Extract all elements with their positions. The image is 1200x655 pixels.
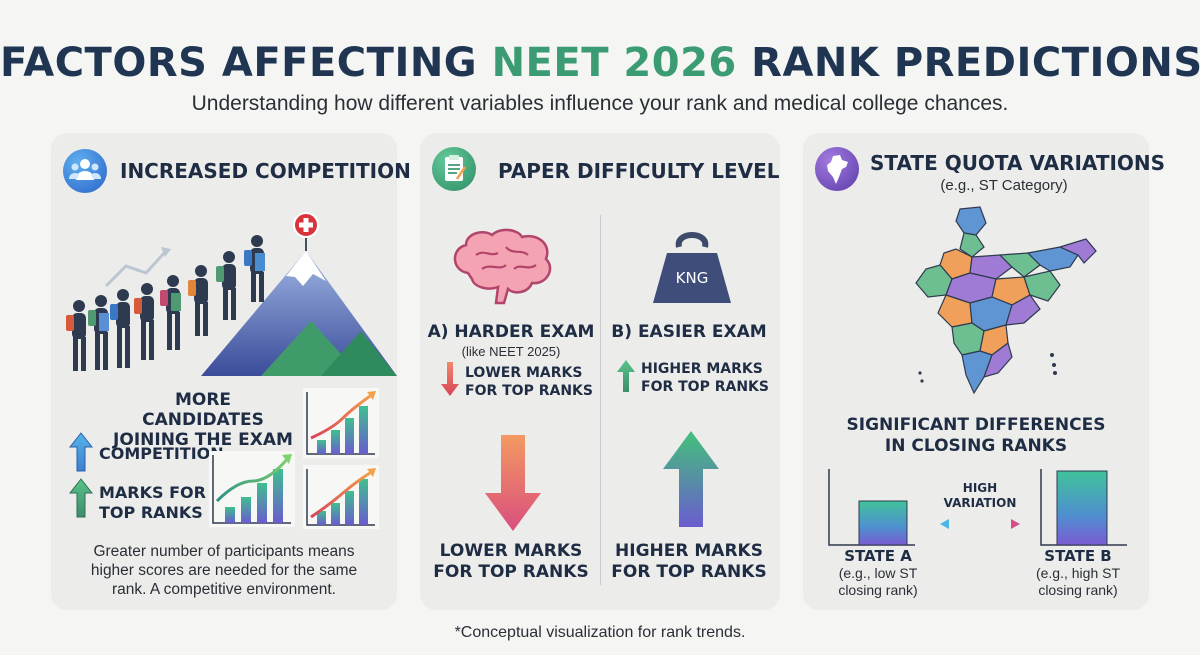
arrow-up-icon — [68, 478, 94, 518]
mountain-climbers-illustration — [66, 212, 397, 376]
heading-line: IN CLOSING RANKS — [884, 436, 1068, 456]
card-state-quota: STATE QUOTA VARIATIONS (e.g., ST Categor… — [803, 133, 1165, 610]
card-increased-competition: INCREASED COMPETITION — [51, 133, 411, 610]
india-states-map — [915, 206, 1097, 395]
state-a-bar — [828, 469, 915, 546]
note-line: closing rank) — [838, 582, 918, 598]
label-line: FOR TOP RANKS — [611, 562, 767, 582]
label-line: VARIATION — [943, 496, 1017, 510]
state-heading: SIGNIFICANT DIFFERENCES IN CLOSING RANKS — [823, 415, 1129, 457]
trend-chart-icon — [303, 388, 379, 458]
label-line: FOR TOP RANKS — [641, 379, 769, 395]
label-line: FOR TOP RANKS — [465, 383, 593, 399]
competition-heading: MORE CANDIDATES JOINING THE EXAM — [113, 390, 293, 450]
card-paper-difficulty: PAPER DIFFICULTY LEVEL KNG A) HARDER EXA… — [420, 133, 780, 610]
weight-label: KNG — [675, 269, 709, 287]
trend-chart-icon — [209, 451, 295, 527]
marks-up-label: MARKS FOR TOP RANKS — [99, 483, 206, 523]
clipboard-icon — [432, 147, 476, 191]
card-title-note: (e.g., ST Category) — [940, 177, 1068, 194]
kettlebell-weight-icon — [653, 232, 731, 303]
heading-line: SIGNIFICANT DIFFERENCES — [846, 415, 1106, 435]
bottom-lower-marks: LOWER MARKS FOR TOP RANKS — [424, 541, 598, 583]
label-line: MARKS FOR — [99, 483, 206, 502]
high-variation-label: HIGH VARIATION — [931, 481, 1029, 511]
note-line: (e.g., low ST — [838, 565, 918, 581]
india-map-icon — [815, 147, 859, 191]
arrow-up-icon — [617, 360, 635, 392]
easier-higher-marks: HIGHER MARKS FOR TOP RANKS — [641, 360, 769, 396]
divider — [600, 215, 601, 585]
state-b-note: (e.g., high ST closing rank) — [1013, 565, 1143, 599]
people-group-icon — [63, 149, 107, 193]
large-up-arrow-icon — [663, 431, 719, 527]
desc-line: higher scores are needed for the same — [90, 562, 358, 579]
state-b-label: STATE B — [1044, 547, 1112, 565]
arrow-up-icon — [68, 432, 94, 472]
heading-line: JOINING THE EXAM — [113, 430, 293, 450]
harder-lower-marks: LOWER MARKS FOR TOP RANKS — [465, 364, 593, 400]
bottom-higher-marks: HIGHER MARKS FOR TOP RANKS — [602, 541, 776, 583]
competition-up-label: COMPETITION — [99, 444, 224, 463]
note-line: closing rank) — [1038, 582, 1118, 598]
label-line: LOWER MARKS — [439, 541, 583, 561]
desc-line: Greater number of participants means — [93, 543, 355, 560]
title-part1: FACTORS AFFECTING — [0, 40, 492, 86]
label-line: TOP RANKS — [99, 503, 203, 522]
arrow-down-icon — [441, 362, 459, 396]
desc-line: rank. A competitive environment. — [111, 581, 336, 598]
state-a-label: STATE A — [844, 547, 912, 565]
title-accent: NEET 2026 — [491, 40, 737, 86]
footer-note: *Conceptual visualization for rank trend… — [454, 624, 746, 641]
card-title: PAPER DIFFICULTY LEVEL — [498, 159, 780, 183]
label-line: HIGH — [962, 481, 998, 495]
state-b-bar — [1040, 469, 1127, 546]
page-subtitle: Understanding how different variables in… — [191, 92, 1009, 115]
label-line: FOR TOP RANKS — [433, 562, 589, 582]
harder-exam-title: A) HARDER EXAM — [427, 322, 595, 342]
easier-exam-title: B) EASIER EXAM — [611, 322, 767, 342]
double-arrow-icon — [940, 519, 1020, 529]
heading-line: MORE CANDIDATES — [142, 390, 264, 430]
harder-exam-note: (like NEET 2025) — [461, 344, 561, 359]
brain-icon — [453, 228, 552, 305]
label-line: LOWER MARKS — [465, 365, 583, 381]
label-line: HIGHER MARKS — [615, 541, 763, 561]
note-line: (e.g., high ST — [1035, 565, 1121, 581]
competition-description: Greater number of participants means hig… — [71, 542, 377, 599]
page-title: FACTORS AFFECTING NEET 2026 RANK PREDICT… — [0, 40, 1200, 86]
trend-chart-icon — [303, 465, 379, 529]
state-a-note: (e.g., low ST closing rank) — [813, 565, 943, 599]
card-title: STATE QUOTA VARIATIONS — [870, 151, 1166, 175]
title-part2: RANK PREDICTIONS — [736, 40, 1200, 86]
card-title: INCREASED COMPETITION — [120, 159, 411, 183]
large-down-arrow-icon — [485, 435, 541, 531]
label-line: HIGHER MARKS — [641, 361, 763, 377]
